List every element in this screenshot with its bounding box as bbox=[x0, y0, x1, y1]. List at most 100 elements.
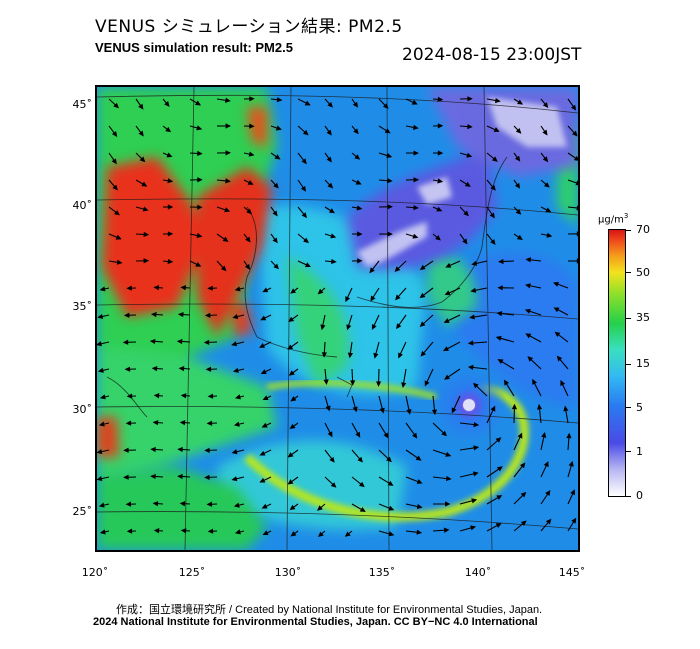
wind-arrow-head bbox=[150, 311, 157, 318]
wind-arrow-head bbox=[262, 287, 269, 293]
colorbar-label-5: 5 bbox=[636, 401, 643, 414]
colorbar-label-50: 50 bbox=[636, 266, 650, 279]
wind-arrow-head bbox=[123, 474, 129, 480]
wind-arrow-head bbox=[177, 311, 184, 318]
wind-arrow-head bbox=[442, 346, 449, 352]
colorbar-tick bbox=[626, 272, 631, 273]
wind-arrow-head bbox=[325, 405, 331, 412]
wind-arrow-head bbox=[232, 367, 239, 373]
wind-arrow-head bbox=[356, 205, 363, 211]
wind-arrow-head bbox=[398, 352, 403, 359]
wind-arrow-head bbox=[354, 154, 361, 160]
lon-label-130: 130˚ bbox=[274, 566, 302, 579]
wind-arrow-head bbox=[167, 204, 174, 210]
wind-arrow-head bbox=[376, 381, 382, 387]
wind-arrow-head bbox=[566, 432, 572, 439]
colorbar-label-1: 1 bbox=[636, 445, 643, 458]
wind-arrow-head bbox=[178, 365, 185, 372]
wind-arrow-head bbox=[97, 367, 104, 373]
wind-arrow-head bbox=[495, 335, 502, 341]
wind-arrow-head bbox=[413, 150, 419, 156]
wind-arrow-head bbox=[287, 452, 294, 458]
wind-arrow-head bbox=[444, 290, 451, 296]
wind-arrow-head bbox=[416, 503, 423, 510]
wind-arrow-head bbox=[99, 394, 106, 400]
wind-arrow-head bbox=[373, 352, 379, 359]
wind-arrow-head bbox=[520, 491, 527, 498]
wind-arrow-head bbox=[494, 97, 501, 104]
wind-arrow-head bbox=[287, 344, 294, 350]
wind-arrow-head bbox=[329, 456, 335, 463]
wind-arrow-head bbox=[497, 285, 503, 291]
wind-arrow-head bbox=[445, 501, 451, 507]
wind-arrow-head bbox=[231, 449, 238, 455]
wind-arrow-head bbox=[138, 103, 144, 110]
wind-arrow-head bbox=[232, 314, 239, 320]
wind-arrow-head bbox=[542, 129, 548, 136]
wind-arrow-head bbox=[141, 181, 148, 187]
wind-arrow-head bbox=[542, 156, 549, 163]
wind-arrow-head bbox=[415, 455, 422, 461]
wind-arrow-head bbox=[123, 447, 129, 453]
wind-arrow-head bbox=[204, 447, 210, 453]
wind-arrow-head bbox=[302, 129, 309, 136]
map-title-english: VENUS simulation result: PM2.5 bbox=[95, 40, 293, 55]
wind-arrow-head bbox=[290, 288, 297, 294]
wind-arrow-head bbox=[545, 207, 552, 213]
wind-arrow-head bbox=[167, 178, 174, 184]
wind-arrow-head bbox=[317, 288, 324, 295]
wind-arrow-head bbox=[445, 262, 452, 268]
wind-arrow-head bbox=[572, 130, 578, 137]
wind-arrow-head bbox=[379, 407, 385, 414]
wind-arrow-head bbox=[469, 314, 475, 320]
wind-arrow-head bbox=[97, 476, 103, 482]
wind-arrow-head bbox=[387, 231, 393, 237]
wind-arrow-head bbox=[143, 258, 150, 264]
colorbar-tick bbox=[626, 364, 631, 365]
wind-arrow-head bbox=[576, 258, 578, 264]
wind-arrow-head bbox=[451, 407, 457, 414]
wind-arrow-head bbox=[153, 393, 160, 399]
wind-arrow-head bbox=[563, 405, 569, 412]
wind-arrow-head bbox=[552, 281, 560, 287]
wind-arrow-head bbox=[470, 287, 477, 293]
wind-arrow-head bbox=[462, 238, 468, 245]
wind-arrow-head bbox=[327, 431, 333, 438]
wind-arrow-head bbox=[206, 501, 213, 507]
wind-arrow-head bbox=[273, 182, 279, 189]
wind-arrow-head bbox=[413, 177, 419, 183]
wind-arrow-head bbox=[517, 432, 523, 439]
wind-arrow-head bbox=[463, 210, 469, 217]
wind-arrow-head bbox=[443, 527, 450, 533]
wind-arrow-head bbox=[225, 97, 231, 103]
wind-arrow-head bbox=[167, 258, 174, 265]
wind-arrow-head bbox=[300, 185, 307, 192]
wind-arrow-head bbox=[556, 355, 563, 362]
wind-arrow-head bbox=[126, 528, 133, 534]
wind-arrow-head bbox=[165, 126, 172, 133]
wind-arrow-head bbox=[541, 431, 547, 438]
wind-arrow-head bbox=[224, 207, 231, 213]
wind-arrow-head bbox=[124, 366, 131, 372]
wind-arrow-head bbox=[445, 451, 452, 457]
wind-arrow-head bbox=[472, 382, 479, 389]
map-title-japanese: VENUS シミュレーション結果: PM2.5 bbox=[95, 17, 403, 37]
wind-arrow-head bbox=[152, 501, 159, 507]
wind-arrow-head bbox=[545, 518, 552, 525]
colorbar bbox=[608, 229, 626, 497]
wind-arrow-head bbox=[304, 100, 311, 106]
wind-arrow-head bbox=[327, 101, 333, 108]
wind-arrow-head bbox=[330, 233, 337, 239]
wind-arrow-head bbox=[445, 475, 452, 482]
wind-arrow-head bbox=[576, 205, 578, 211]
wind-arrow-head bbox=[490, 239, 496, 246]
wind-arrow-head bbox=[358, 481, 365, 488]
wind-arrow-head bbox=[261, 503, 268, 509]
wind-arrow-head bbox=[413, 124, 419, 130]
wind-arrow-head bbox=[355, 431, 361, 438]
wind-arrow-head bbox=[345, 296, 351, 303]
wind-arrow-head bbox=[416, 479, 423, 484]
wind-arrow-head bbox=[97, 449, 103, 455]
wind-arrow-head bbox=[516, 234, 523, 241]
colorbar-tick bbox=[626, 496, 631, 497]
